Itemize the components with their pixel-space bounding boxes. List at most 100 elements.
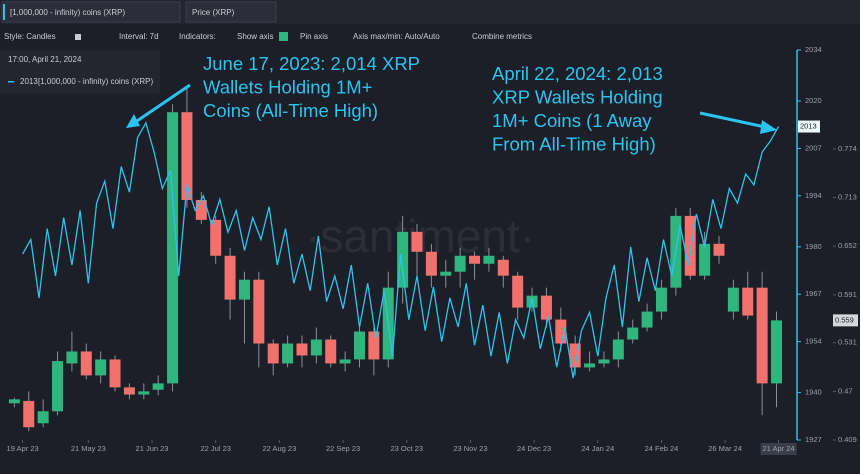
x-tick-label: 23 Nov 23 — [453, 444, 487, 453]
axis-minmax[interactable]: Axis max/min: Auto/Auto — [353, 32, 440, 41]
annotation: 1M+ Coins (1 Away — [492, 110, 652, 131]
candle-body — [411, 231, 423, 252]
candle-body — [771, 320, 783, 384]
x-highlight — [760, 443, 797, 455]
candle-body — [598, 359, 610, 364]
tab[interactable] — [1, 1, 181, 23]
candle-body — [497, 259, 509, 276]
tab-marker — [3, 4, 5, 20]
tab-label: Price (XRP) — [192, 8, 235, 17]
indicators[interactable]: Indicators: — [179, 32, 216, 41]
tab-label: [1,000,000 - infinity) coins (XRP) — [10, 8, 125, 17]
candle-body — [253, 279, 265, 344]
candle-body — [152, 383, 164, 390]
x-tick-label: 24 Jan 24 — [581, 444, 614, 453]
candle-body — [167, 112, 179, 384]
candle-body — [210, 219, 222, 256]
y-tick-label: 1994 — [805, 191, 822, 200]
candle-body — [555, 319, 567, 344]
x-tick-label: 24 Feb 24 — [645, 444, 679, 453]
candle-body — [627, 327, 639, 340]
y2-tick-label: 0.713 — [838, 193, 857, 202]
candle-body — [425, 251, 437, 276]
candle-body — [80, 351, 92, 376]
x-tick-label: 21 Apr 24 — [763, 444, 795, 453]
candle-body — [397, 231, 409, 288]
candle-body — [224, 255, 236, 300]
candle-body — [655, 287, 667, 312]
candle-body — [37, 411, 49, 424]
annotation: From All-Time High) — [492, 133, 656, 154]
candle-body — [454, 255, 466, 272]
candle-body — [138, 391, 150, 395]
y-tick-label: 1940 — [805, 388, 822, 397]
value-tag-label: 2013 — [800, 122, 817, 131]
annotation-arrow — [133, 83, 191, 125]
y2-tick-label: 0.409 — [838, 435, 857, 444]
arrow-head — [126, 114, 140, 128]
price-tag-label: 0.559 — [835, 315, 854, 324]
price-tag — [833, 314, 858, 327]
candle-body — [540, 295, 552, 320]
x-tick-label: 26 Mar 24 — [708, 444, 742, 453]
interval-select[interactable]: Interval: 7d — [119, 32, 159, 41]
candle-body — [52, 361, 64, 412]
candle-body — [569, 343, 581, 368]
annotation: Wallets Holding 1M+ — [203, 76, 372, 97]
y-tick-label: 1980 — [805, 242, 822, 251]
candle-body — [310, 339, 322, 356]
color-swatch[interactable] — [75, 34, 81, 40]
candle-body — [8, 399, 20, 404]
tooltip-time: 17:00, April 21, 2024 — [8, 55, 82, 64]
candle-body — [95, 359, 107, 376]
x-tick-label: 22 Sep 23 — [326, 444, 360, 453]
style-select[interactable]: Style: Candles — [4, 32, 56, 41]
candle-body — [469, 255, 481, 264]
candle-body — [282, 343, 294, 364]
x-tick-label: 21 Jun 23 — [136, 444, 169, 453]
candle-body — [368, 331, 380, 360]
y2-tick-label: 0.591 — [838, 290, 857, 299]
x-tick-label: 23 Oct 23 — [390, 444, 423, 453]
x-tick-label: 21 May 23 — [71, 444, 106, 453]
candle-body — [181, 112, 193, 200]
candle-body — [684, 215, 696, 276]
show-axis[interactable]: Show axis — [237, 32, 273, 41]
combine-metrics[interactable]: Combine metrics — [472, 32, 532, 41]
annotation: April 22, 2024: 2,013 — [492, 63, 663, 84]
y-tick-label: 2034 — [805, 45, 822, 54]
candle-body — [440, 271, 452, 276]
annotation-arrow — [699, 111, 766, 129]
candle-body — [339, 359, 351, 364]
x-tick-label: 22 Jul 23 — [200, 444, 230, 453]
candle-body — [267, 343, 279, 364]
x-tick-label: 24 Dec 23 — [517, 444, 551, 453]
line-series — [22, 121, 780, 379]
value-tag — [798, 120, 820, 133]
candle-body — [512, 275, 524, 308]
tab[interactable] — [185, 1, 277, 23]
candle-body — [612, 339, 624, 360]
y-tick-label: 2007 — [805, 143, 822, 152]
annotation: XRP Wallets Holding — [492, 86, 663, 107]
y-tick-label: 1954 — [805, 337, 822, 346]
candle-body — [296, 343, 308, 356]
candle-body — [66, 351, 78, 364]
candle-body — [699, 243, 711, 276]
x-tick-label: 22 Aug 23 — [262, 444, 296, 453]
x-tick-label: 19 Apr 23 — [7, 444, 39, 453]
tooltip-value: 2013 — [20, 77, 38, 86]
candle-body — [713, 243, 725, 256]
arrow-head — [760, 120, 777, 134]
candle-body — [584, 363, 596, 368]
y2-tick-label: 0.531 — [838, 338, 857, 347]
annotation: Coins (All-Time High) — [203, 100, 378, 121]
pin-axis[interactable]: Pin axis — [300, 32, 328, 41]
checkbox[interactable] — [279, 32, 288, 41]
tooltip-swatch — [8, 81, 14, 83]
candle-body — [756, 287, 768, 384]
annotation: June 17, 2023: 2,014 XRP — [203, 53, 420, 74]
candle-body — [325, 339, 337, 364]
